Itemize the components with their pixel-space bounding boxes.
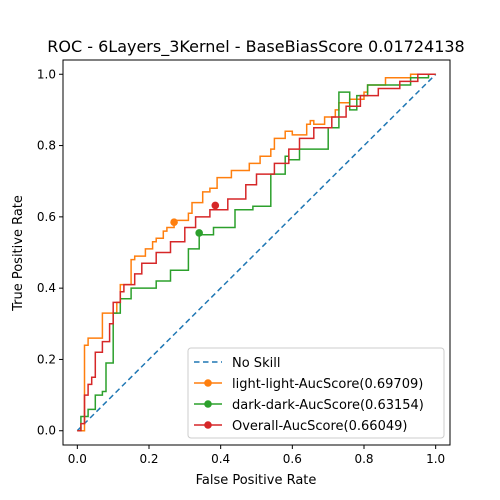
legend-marker-3	[204, 421, 212, 429]
x-axis-ticks: 0.0 0.2 0.4 0.6 0.8 1.0	[68, 445, 445, 466]
y-tick-label: 0.6	[37, 210, 56, 224]
series-line-2	[77, 73, 436, 432]
legend: No Skill light-light-AucScore(0.69709) dar…	[187, 347, 445, 439]
y-axis-label: True Positive Rate	[11, 195, 26, 312]
series-line-0	[76, 73, 437, 432]
plot-markers	[170, 201, 220, 237]
legend-marker-1	[204, 379, 212, 387]
y-tick-label: 1.0	[37, 67, 56, 81]
series-marker-1	[170, 218, 178, 226]
legend-label-2: dark-dark-AucScore(0.63154)	[232, 398, 424, 413]
y-tick-label: 0.2	[37, 352, 56, 366]
y-tick-label: 0.0	[37, 424, 56, 438]
x-tick-label: 0.4	[211, 452, 230, 466]
legend-marker-2	[204, 400, 212, 408]
x-tick-label: 0.6	[283, 452, 302, 466]
series-marker-2	[195, 229, 203, 237]
legend-label-3: Overall-AucScore(0.66049)	[232, 419, 407, 434]
plot-frame	[62, 59, 451, 446]
x-tick-label: 1.0	[426, 452, 445, 466]
y-tick-label: 0.4	[37, 281, 56, 295]
x-tick-label: 0.8	[354, 452, 373, 466]
legend-label-1: light-light-AucScore(0.69709)	[232, 377, 423, 392]
x-tick-label: 0.2	[139, 452, 158, 466]
plot-curves	[76, 73, 437, 432]
legend-box	[187, 347, 445, 439]
x-axis-label: False Positive Rate	[196, 473, 317, 488]
legend-label-0: No Skill	[232, 356, 280, 371]
y-tick-label: 0.8	[37, 139, 56, 153]
chart-title: ROC - 6Layers_3Kernel - BaseBiasScore 0.…	[47, 37, 464, 57]
x-tick-label: 0.0	[68, 452, 87, 466]
series-marker-3	[211, 201, 220, 210]
y-axis-ticks: 0.0 0.2 0.4 0.6 0.8 1.0	[37, 67, 63, 438]
series-line-3	[77, 73, 436, 432]
